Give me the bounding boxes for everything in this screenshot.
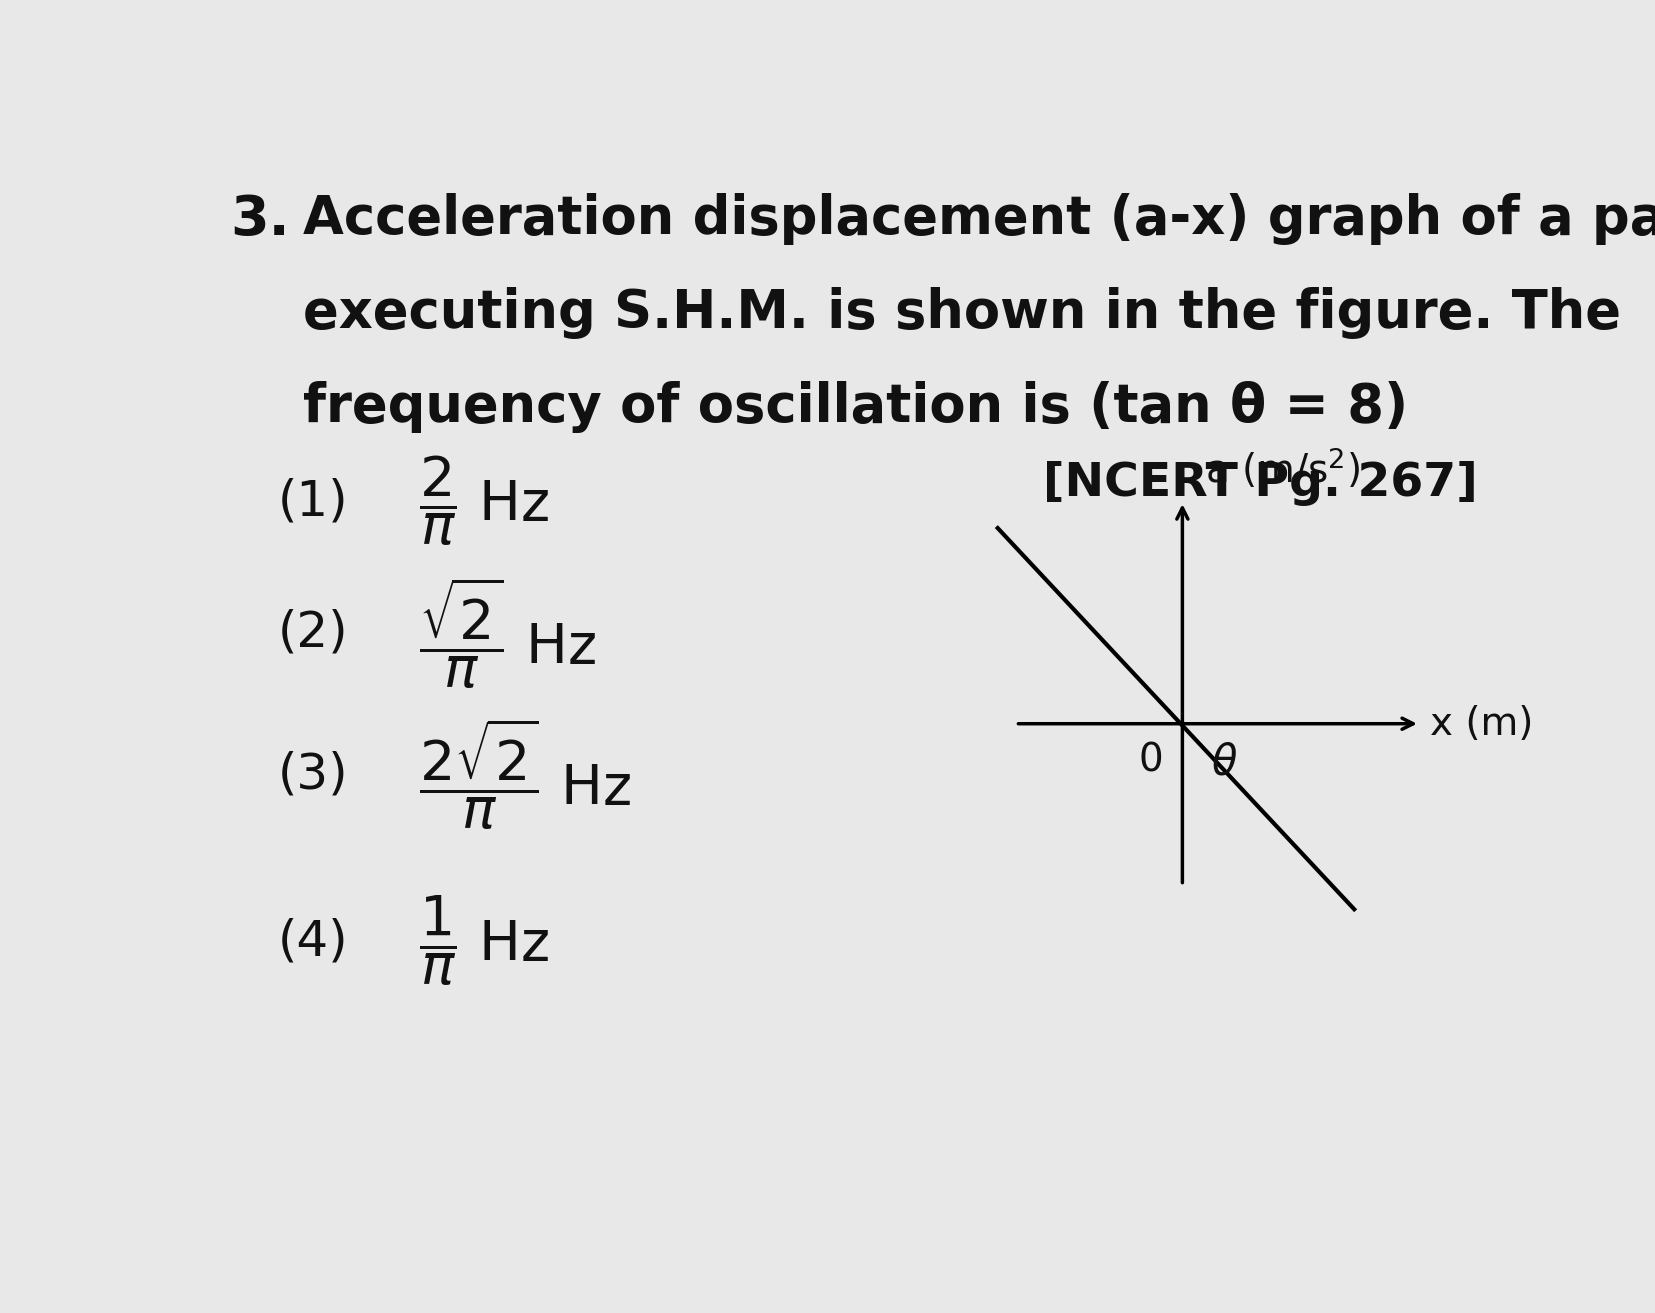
Text: (4): (4) — [278, 916, 348, 965]
Text: $\dfrac{\sqrt{2}}{\pi}$ Hz: $\dfrac{\sqrt{2}}{\pi}$ Hz — [419, 575, 596, 691]
Text: x (m): x (m) — [1430, 705, 1533, 743]
Text: a (m/s$^2$): a (m/s$^2$) — [1205, 446, 1360, 491]
Text: (2): (2) — [278, 609, 348, 656]
Text: $\dfrac{2\sqrt{2}}{\pi}$ Hz: $\dfrac{2\sqrt{2}}{\pi}$ Hz — [419, 717, 631, 832]
Text: $\theta$: $\theta$ — [1210, 742, 1236, 784]
Text: $\dfrac{1}{\pi}$ Hz: $\dfrac{1}{\pi}$ Hz — [419, 894, 549, 989]
Text: (1): (1) — [278, 478, 348, 525]
Text: $\dfrac{2}{\pi}$ Hz: $\dfrac{2}{\pi}$ Hz — [419, 454, 549, 549]
Text: executing S.H.M. is shown in the figure. The: executing S.H.M. is shown in the figure.… — [303, 288, 1620, 339]
Text: Acceleration displacement (a-x) graph of a particle: Acceleration displacement (a-x) graph of… — [303, 193, 1655, 246]
Text: 3.: 3. — [230, 193, 290, 247]
Text: frequency of oscillation is (tan θ = 8): frequency of oscillation is (tan θ = 8) — [303, 381, 1407, 433]
Text: 0: 0 — [1137, 742, 1162, 780]
Text: [NCERT Pg. 267]: [NCERT Pg. 267] — [1043, 461, 1476, 506]
Text: (3): (3) — [278, 750, 348, 798]
